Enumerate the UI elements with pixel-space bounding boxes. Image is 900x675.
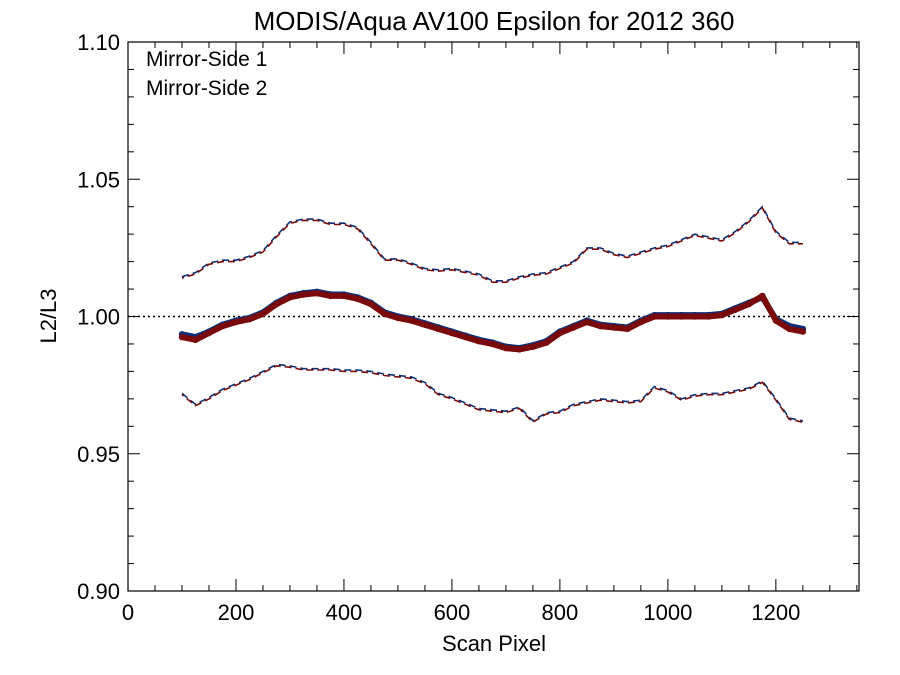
data-point-mirror-side-2 [610, 324, 618, 331]
y-axis-label: L2/L3 [36, 288, 61, 343]
data-point-mirror-side-2 [786, 325, 793, 333]
data-point-mirror-side-2 [597, 322, 604, 330]
data-point-mirror-side-2 [178, 333, 186, 341]
data-point-mirror-side-2 [705, 313, 712, 320]
y-tick-label: 1.05 [77, 167, 120, 192]
data-point-mirror-side-2 [502, 344, 510, 352]
data-point-mirror-side-2 [462, 333, 469, 341]
data-point-mirror-side-2 [678, 313, 685, 320]
series-layer [178, 205, 807, 424]
data-point-mirror-side-2 [489, 340, 496, 348]
series-mirror-side-2 [178, 206, 807, 424]
x-axis-label: Scan Pixel [442, 631, 546, 656]
y-tick-label: 0.90 [77, 579, 120, 604]
legend-entry-mirror-side-2: Mirror-Side 2 [146, 77, 267, 100]
data-point-mirror-side-2 [664, 313, 672, 320]
upper-bound-line-mirror-side-1 [181, 205, 803, 282]
data-point-mirror-side-2 [556, 329, 564, 337]
data-point-mirror-side-2 [637, 318, 645, 326]
lower-bound-line-mirror-side-1 [181, 363, 804, 422]
data-point-mirror-side-2 [543, 339, 550, 346]
data-point-mirror-side-2 [205, 329, 213, 337]
data-point-mirror-side-2 [381, 310, 388, 317]
data-point-mirror-side-2 [246, 316, 253, 323]
data-point-mirror-side-2 [718, 311, 726, 319]
x-tick-label: 1200 [751, 600, 800, 625]
lower-bound-line-mirror-side-2 [181, 365, 804, 424]
data-point-mirror-side-2 [354, 295, 361, 302]
data-point-mirror-side-2 [273, 300, 280, 308]
data-point-mirror-side-2 [192, 336, 199, 343]
legend-entry-mirror-side-1: Mirror-Side 1 [146, 48, 267, 71]
x-tick-label: 200 [218, 600, 255, 625]
y-tick-label: 1.00 [77, 305, 120, 330]
x-axis: 0 200 400 600 800 1000 1200 [122, 42, 858, 625]
data-point-mirror-side-2 [408, 317, 415, 324]
data-point-mirror-side-2 [313, 290, 321, 297]
x-tick-label: 800 [542, 600, 579, 625]
data-point-mirror-side-2 [759, 292, 766, 300]
data-point-mirror-side-2 [448, 329, 456, 337]
data-point-mirror-side-2 [259, 310, 267, 317]
data-point-mirror-side-2 [219, 322, 226, 330]
data-point-mirror-side-2 [799, 328, 807, 335]
data-point-mirror-side-2 [232, 318, 240, 326]
data-point-mirror-side-2 [745, 300, 753, 308]
data-point-mirror-side-2 [367, 300, 375, 308]
data-point-mirror-side-2 [327, 292, 334, 300]
data-point-mirror-side-2 [570, 324, 577, 331]
data-point-mirror-side-2 [772, 317, 780, 324]
data-point-mirror-side-2 [340, 292, 348, 300]
data-point-mirror-side-2 [516, 346, 523, 353]
data-point-mirror-side-2 [435, 325, 442, 333]
chart-title: MODIS/Aqua AV100 Epsilon for 2012 360 [254, 6, 735, 36]
y-axis: 0.90 0.95 1.00 1.05 1.10 [77, 30, 859, 604]
y-tick-label: 1.10 [77, 30, 120, 55]
x-tick-label: 0 [122, 600, 134, 625]
data-point-mirror-side-2 [394, 314, 402, 322]
x-tick-label: 1000 [643, 600, 692, 625]
x-tick-label: 400 [326, 600, 363, 625]
x-tick-label: 600 [434, 600, 471, 625]
data-point-mirror-side-2 [286, 294, 294, 301]
data-point-mirror-side-2 [651, 313, 658, 320]
data-point-mirror-side-2 [421, 321, 429, 328]
data-point-mirror-side-2 [691, 313, 699, 320]
upper-bound-line-mirror-side-2 [181, 206, 803, 284]
data-point-mirror-side-2 [300, 291, 307, 298]
data-point-mirror-side-2 [475, 338, 483, 345]
y-tick-label: 0.95 [77, 442, 120, 467]
data-point-mirror-side-2 [529, 343, 537, 350]
data-point-mirror-side-2 [583, 318, 591, 326]
data-point-mirror-side-2 [624, 325, 631, 333]
data-point-mirror-side-2 [732, 306, 739, 313]
